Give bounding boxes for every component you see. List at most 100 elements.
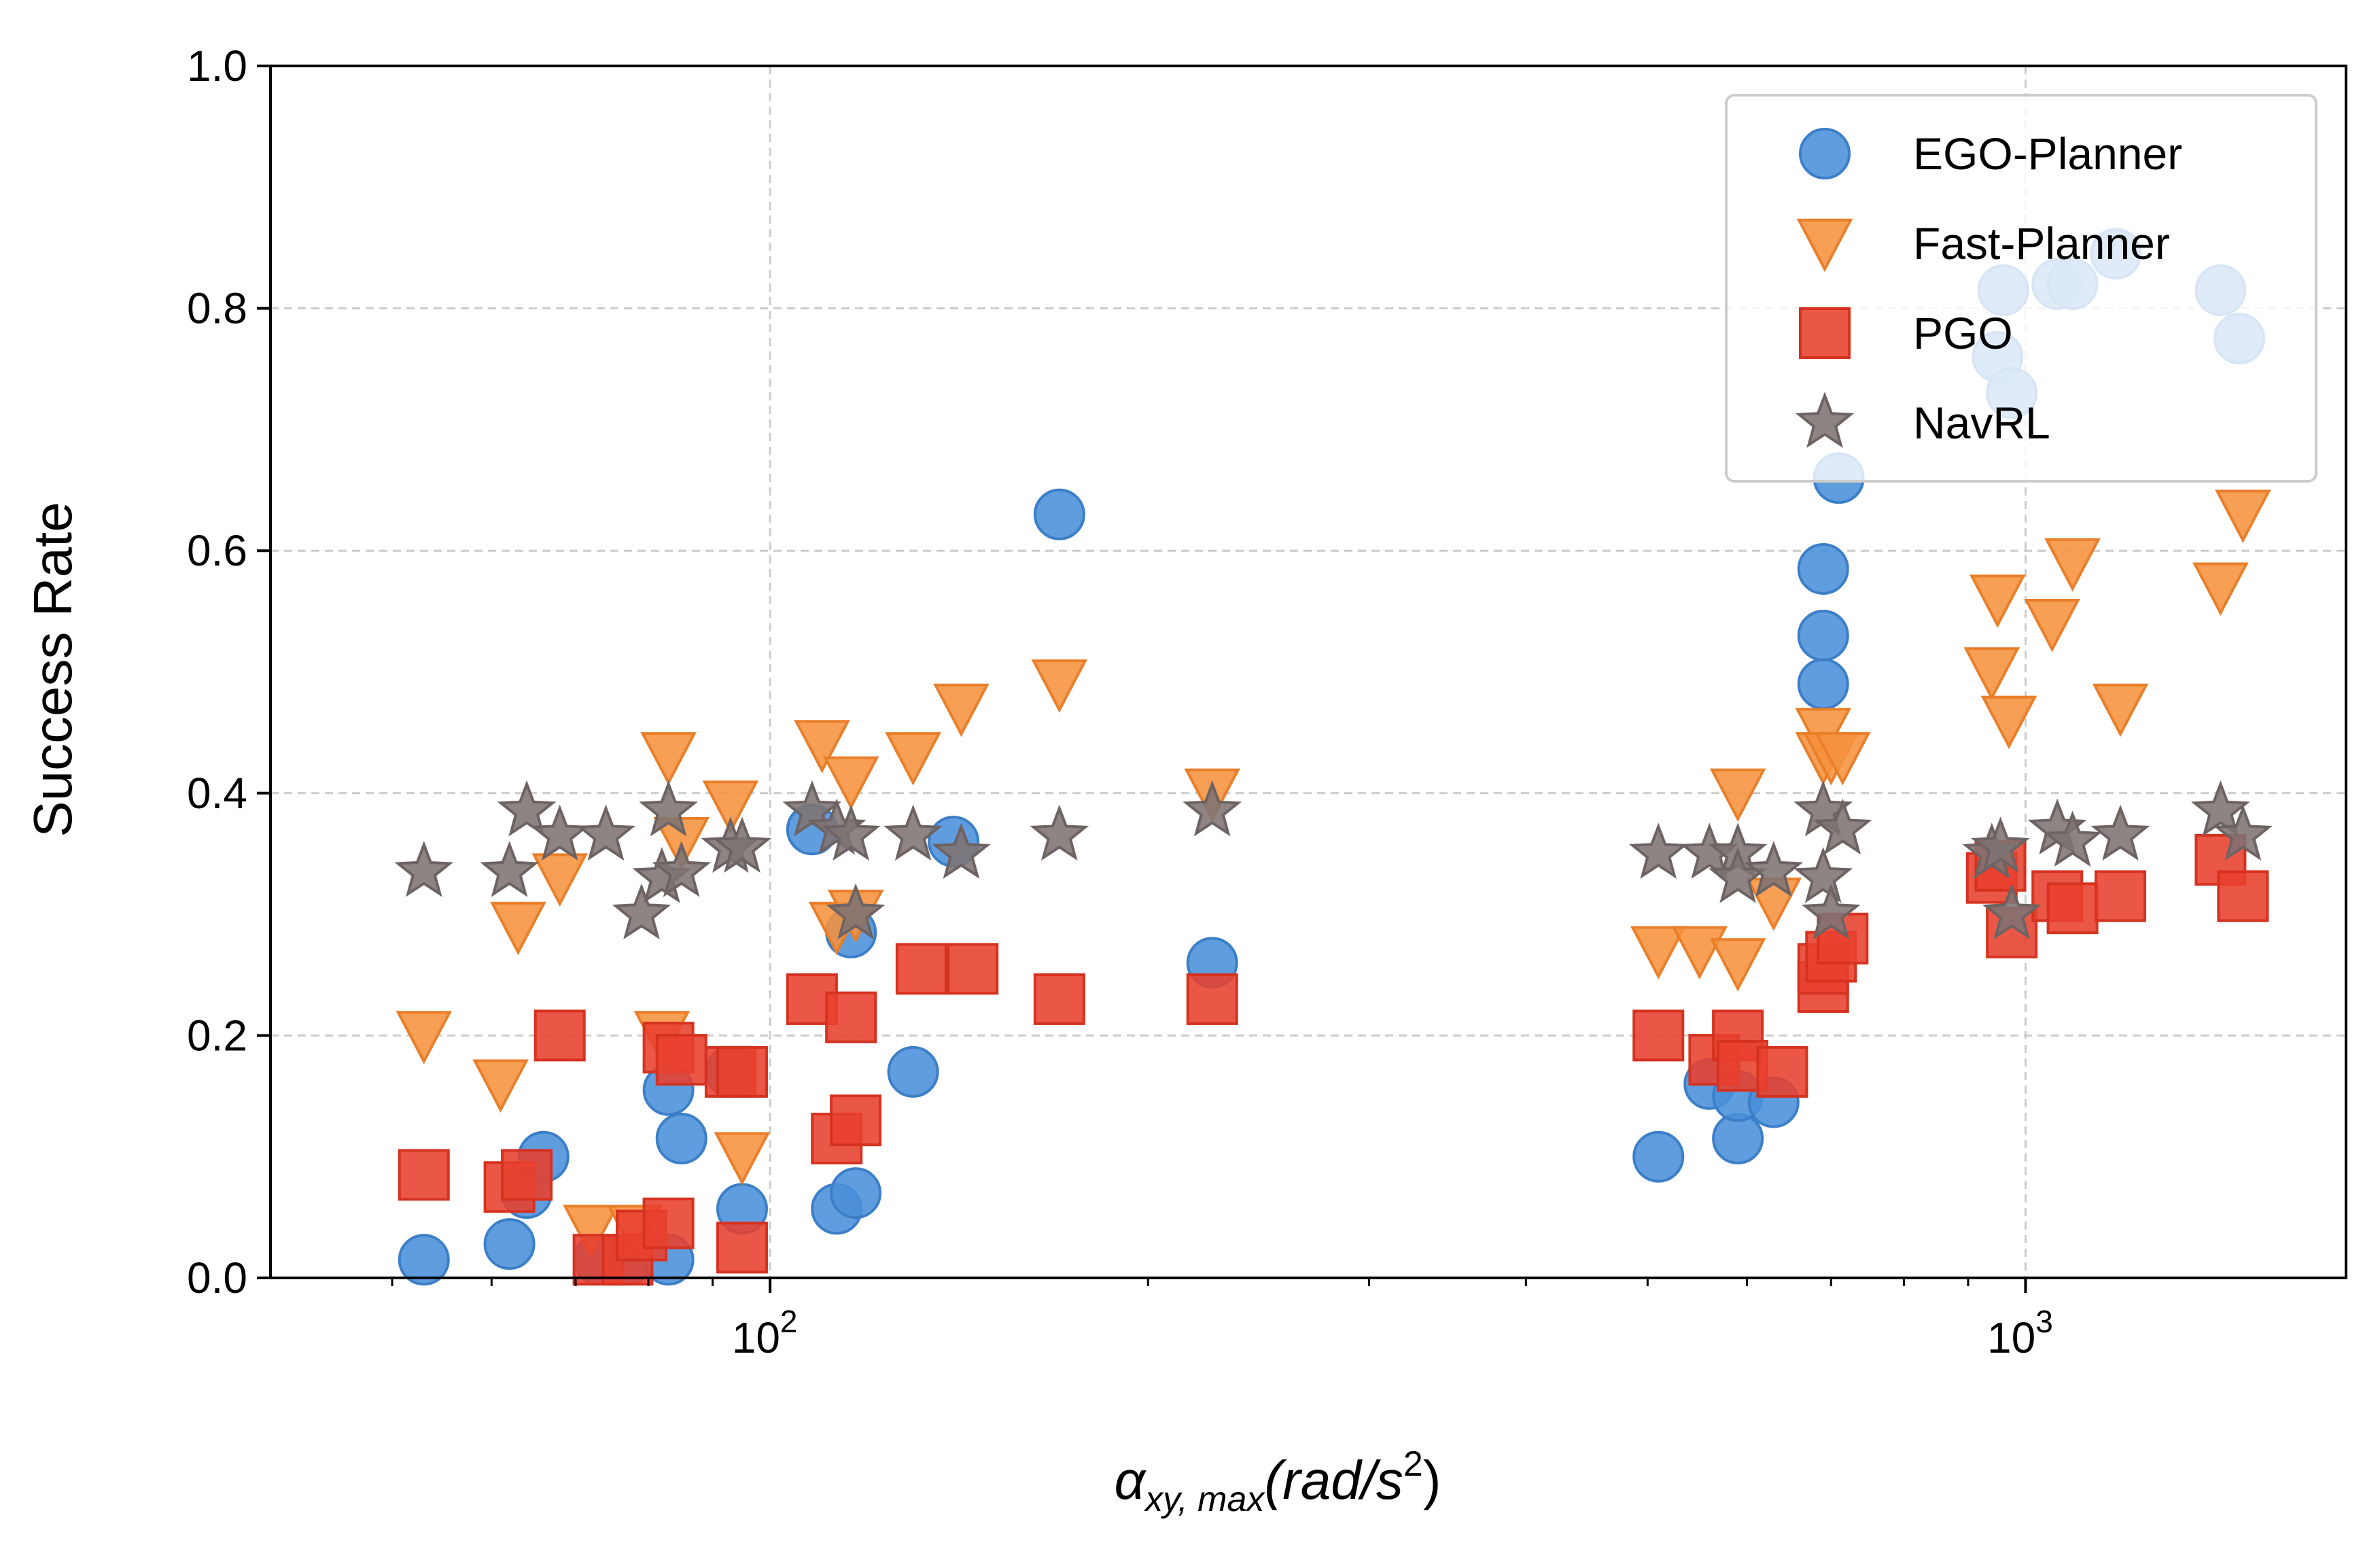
navrl-point xyxy=(1971,816,2030,873)
fast-planner-point xyxy=(2024,598,2080,653)
x-tick-label-exponent: 3 xyxy=(2035,1304,2053,1339)
fast-planner-point xyxy=(640,732,697,786)
fast-planner-point xyxy=(822,756,879,810)
navrl-point xyxy=(1628,822,1688,879)
y-tick-label: 1.0 xyxy=(187,41,247,90)
x-axis-label-superscript: 2 xyxy=(1403,1444,1423,1484)
legend-marker-ego-planner xyxy=(1799,128,1851,179)
pgo-point xyxy=(501,1149,553,1201)
x-tick-label-exponent: 2 xyxy=(780,1304,798,1339)
y-tick-label: 0.6 xyxy=(187,526,247,575)
navrl-point xyxy=(932,822,991,879)
pgo-point xyxy=(1632,1009,1685,1062)
ego-planner-point xyxy=(655,1112,707,1164)
navrl-point xyxy=(1030,804,1089,861)
fast-planner-point xyxy=(933,683,990,738)
legend-marker-navrl xyxy=(1795,392,1855,448)
fast-planner-point xyxy=(1963,647,2020,701)
legend-label: EGO-Planner xyxy=(1913,128,2182,179)
y-tick-label: 0.4 xyxy=(187,769,247,818)
navrl-point xyxy=(480,841,539,897)
navrl-point xyxy=(497,780,557,837)
x-tick-label-base: 10 xyxy=(1987,1313,2035,1362)
pgo-point xyxy=(2094,870,2146,922)
x-axis-label-symbol: α xyxy=(1115,1450,1147,1510)
grid xyxy=(270,66,2346,1278)
legend-item-navrl: NavRL xyxy=(1795,392,2050,448)
navrl-point xyxy=(1793,846,1853,903)
series-pgo xyxy=(398,833,2269,1286)
ego-planner-point xyxy=(887,1045,939,1098)
fast-planner-point xyxy=(531,853,589,907)
ego-planner-point xyxy=(1797,610,1849,662)
pgo-point xyxy=(1756,1045,1808,1098)
pgo-point xyxy=(2217,870,2269,922)
legend-box xyxy=(1725,94,2317,483)
navrl-point xyxy=(2090,804,2150,861)
navrl-point xyxy=(1982,883,2042,940)
navrl-point xyxy=(612,883,671,940)
navrl-point xyxy=(1183,780,1242,837)
fast-planner-point xyxy=(1980,695,2037,750)
pgo-point xyxy=(1033,973,1085,1025)
legend-label: NavRL xyxy=(1913,398,2050,448)
x-tick-label: 102 xyxy=(732,1304,798,1362)
legend: EGO-Planner Fast-Planner PGO NavRL xyxy=(1725,94,2317,483)
x-axis-label-units: (rad/s xyxy=(1264,1450,1403,1510)
y-tick-label: 0.2 xyxy=(187,1011,247,1060)
pgo-point xyxy=(716,1221,768,1274)
ego-planner-point xyxy=(483,1218,536,1270)
ego-planner-point xyxy=(1797,658,1849,710)
pgo-point xyxy=(716,1045,768,1098)
fast-planner-point xyxy=(714,1132,771,1185)
fast-planner-point xyxy=(1709,768,1766,822)
navrl-point xyxy=(883,804,943,861)
navrl-point xyxy=(2043,810,2102,867)
fast-planner-point xyxy=(885,732,941,786)
x-axis-label-subscript: xy, max xyxy=(1143,1480,1265,1519)
navrl-point xyxy=(2190,780,2250,837)
navrl-point xyxy=(1801,883,1861,940)
pgo-point xyxy=(830,1094,882,1147)
ego-planner-point xyxy=(1632,1130,1685,1183)
data-points xyxy=(394,228,2273,1286)
legend-item-pgo: PGO xyxy=(1799,307,2013,359)
fast-planner-point xyxy=(1709,938,1766,992)
pgo-point xyxy=(825,991,877,1043)
fast-planner-point xyxy=(1031,659,1088,713)
pgo-point xyxy=(642,1197,695,1249)
plot-frame xyxy=(269,65,2347,1279)
navrl-point xyxy=(2213,804,2273,861)
ego-planner-point xyxy=(398,1234,450,1286)
fast-planner-point xyxy=(1814,732,1871,786)
pgo-point xyxy=(533,1009,586,1062)
x-axis-label: αxy, max(rad/s2) xyxy=(1115,1444,1441,1519)
ego-planner-point xyxy=(830,1167,882,1219)
navrl-point xyxy=(712,816,772,873)
fast-planner-point xyxy=(472,1059,529,1113)
fast-planner-point xyxy=(2092,683,2149,738)
navrl-point xyxy=(652,841,712,897)
x-tick-label-base: 10 xyxy=(732,1313,780,1362)
legend-item-ego-planner: EGO-Planner xyxy=(1799,128,2182,179)
fast-planner-point xyxy=(396,1011,453,1064)
y-tick-label: 0.0 xyxy=(187,1253,247,1302)
fast-planner-point xyxy=(1969,574,2026,628)
legend-marker-pgo xyxy=(1799,307,1851,359)
fast-planner-point xyxy=(2044,538,2101,592)
fast-planner-point xyxy=(702,780,759,834)
pgo-point xyxy=(398,1149,450,1201)
legend-label: Fast-Planner xyxy=(1913,218,2170,268)
fast-planner-point xyxy=(2192,562,2249,616)
ego-planner-point xyxy=(1797,542,1849,595)
fast-planner-point xyxy=(1630,926,1687,980)
ego-planner-point xyxy=(1033,488,1085,540)
navrl-point xyxy=(394,841,454,897)
navrl-point xyxy=(821,804,881,861)
pgo-point xyxy=(895,943,947,995)
navrl-point xyxy=(1813,798,1872,855)
navrl-point xyxy=(1744,841,1804,897)
y-tick-label: 0.8 xyxy=(187,284,247,333)
